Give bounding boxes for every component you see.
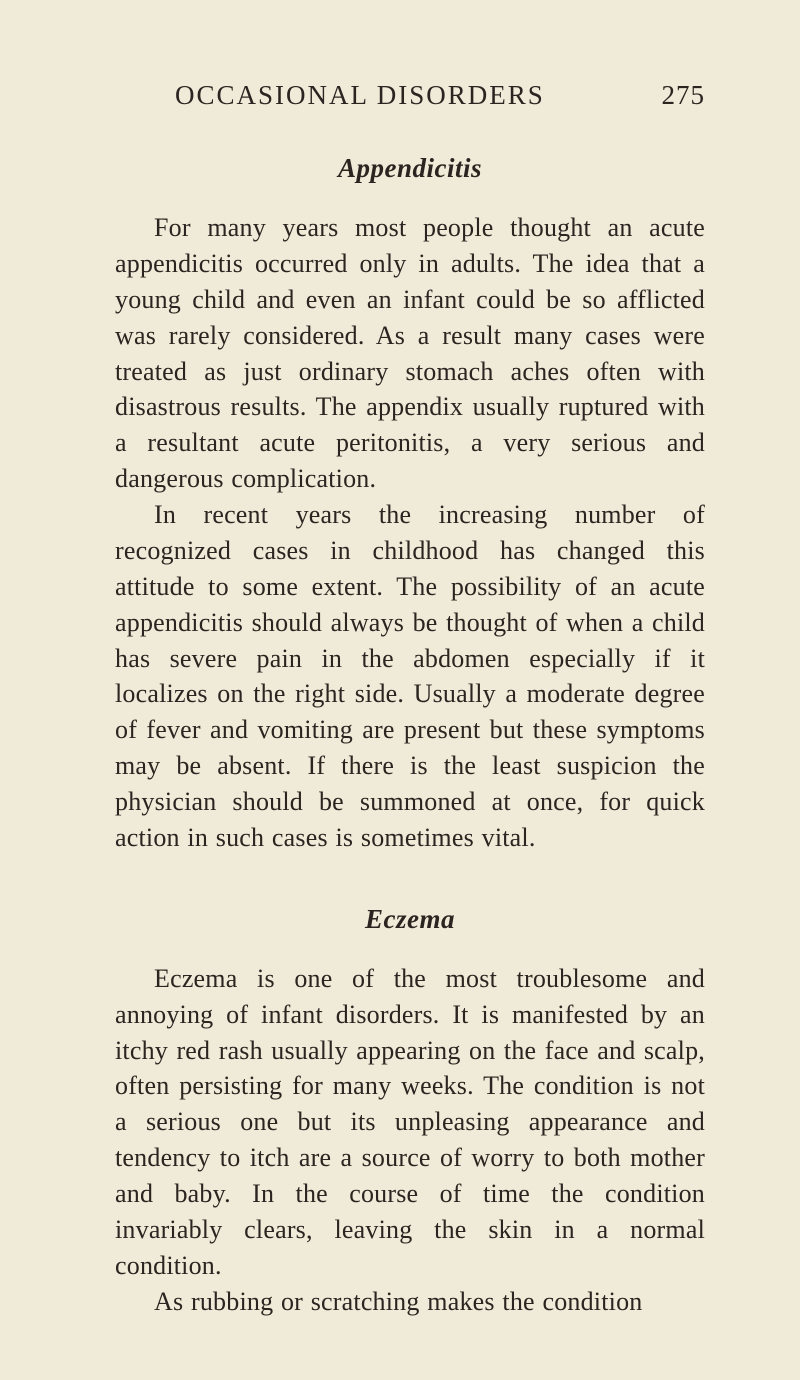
body-paragraph: In recent years the increasing number of… (115, 497, 705, 856)
body-paragraph: As rubbing or scratching makes the condi… (115, 1284, 705, 1320)
page-content: OCCASIONAL DISORDERS 275 Appendicitis Fo… (0, 0, 800, 1380)
running-title: OCCASIONAL DISORDERS (175, 80, 545, 111)
section-title-eczema: Eczema (115, 904, 705, 935)
page-header: OCCASIONAL DISORDERS 275 (115, 80, 705, 111)
section-title-appendicitis: Appendicitis (115, 153, 705, 184)
body-paragraph: Eczema is one of the most troublesome an… (115, 961, 705, 1284)
page-number: 275 (662, 80, 706, 111)
body-paragraph: For many years most people thought an ac… (115, 210, 705, 497)
